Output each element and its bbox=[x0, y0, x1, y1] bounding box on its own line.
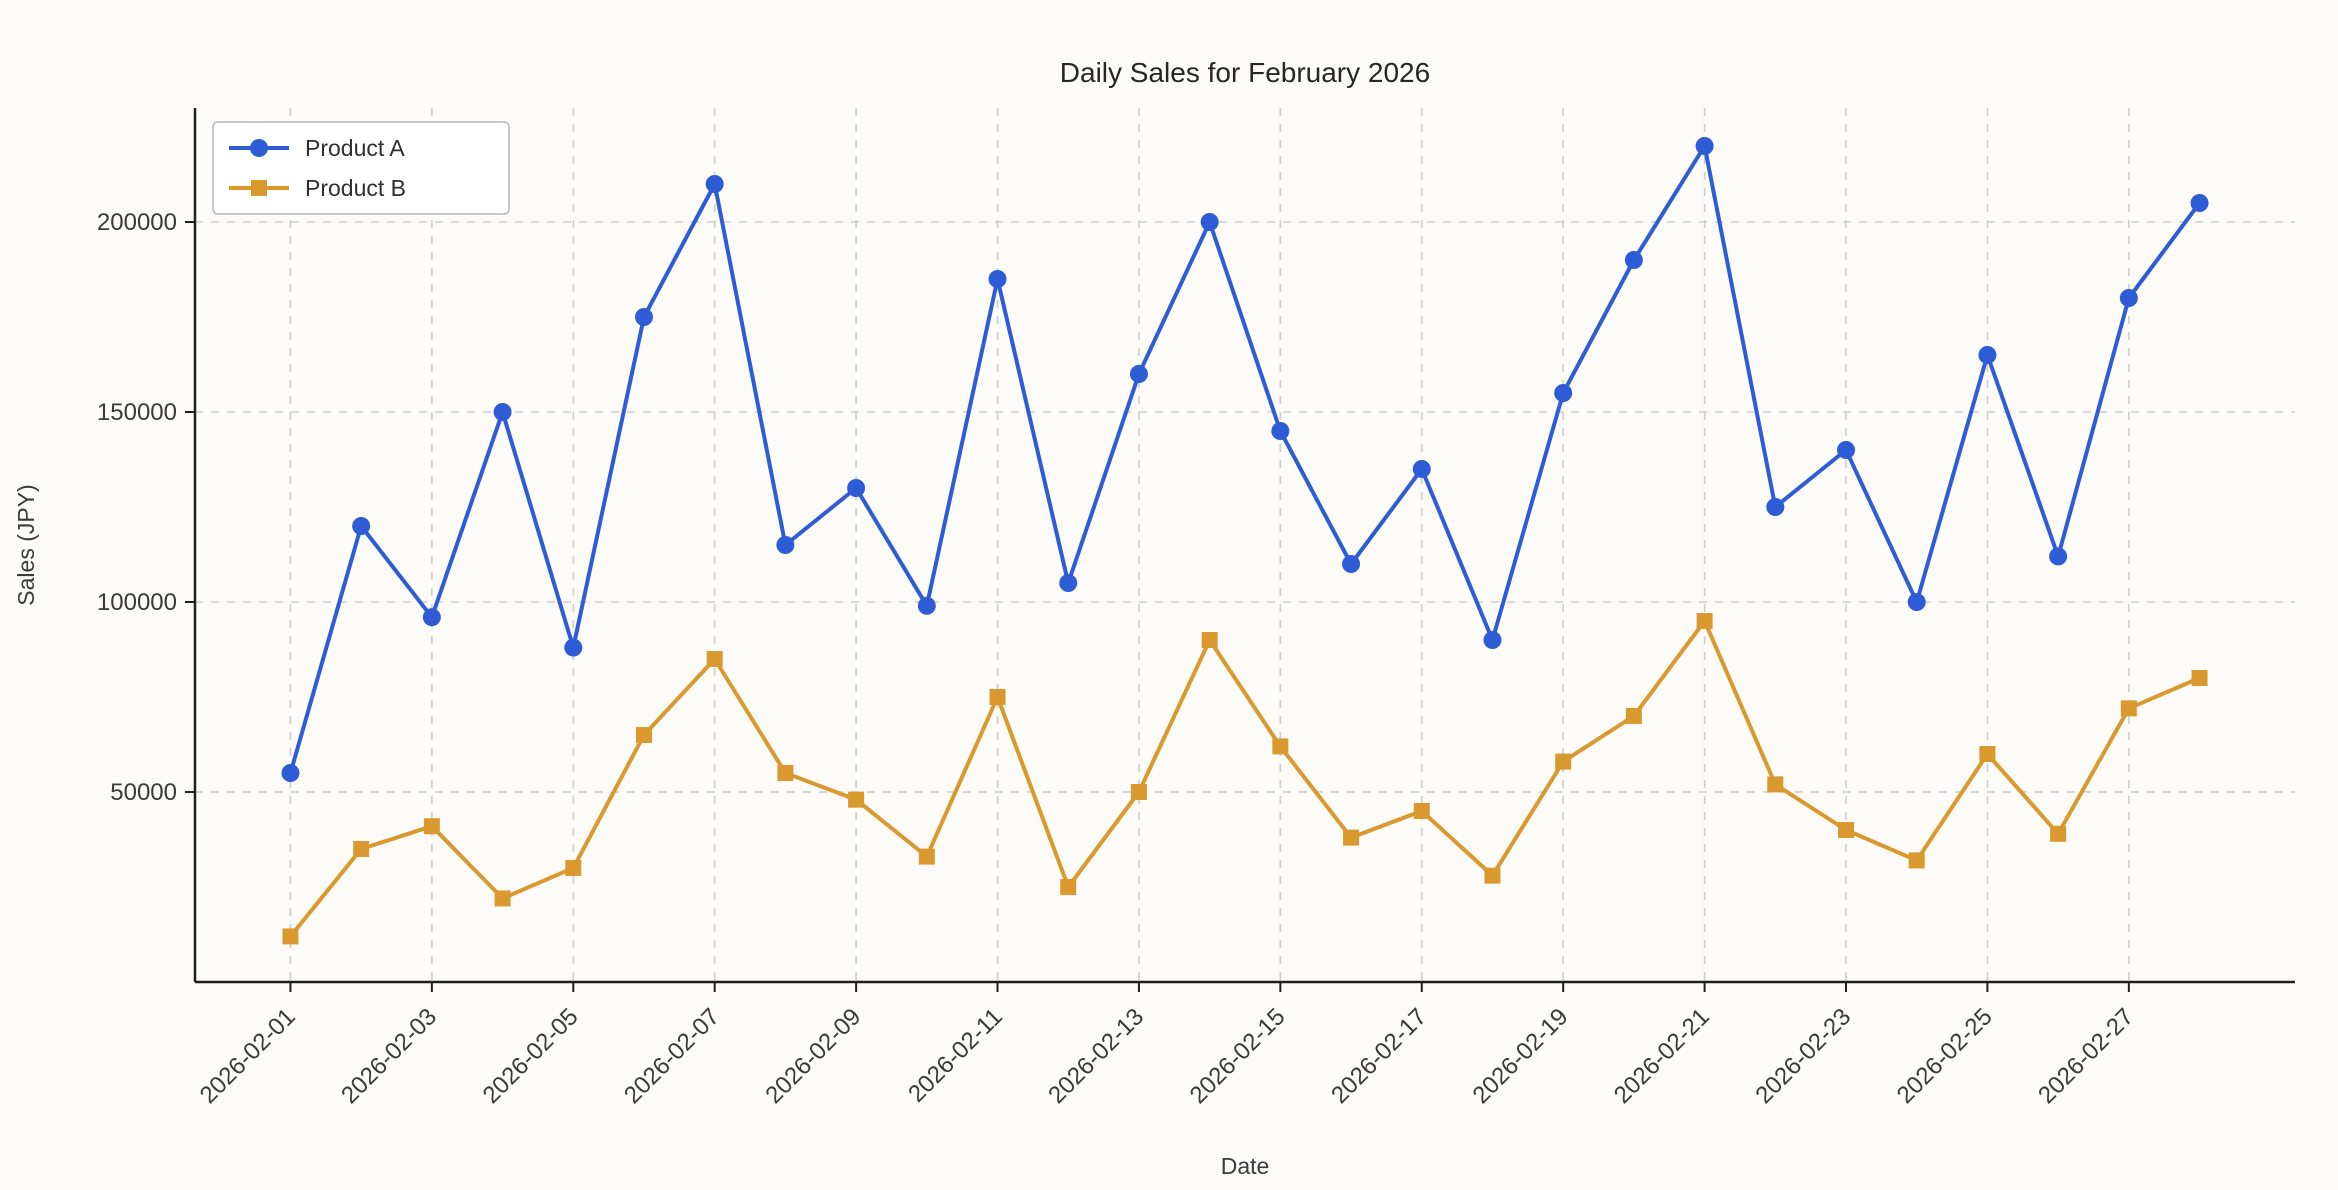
data-point-product-b bbox=[918, 848, 935, 865]
data-point-product-b bbox=[1060, 879, 1077, 895]
y-tick-label: 100000 bbox=[97, 589, 177, 616]
legend: Product A Product B bbox=[212, 121, 510, 215]
data-point-product-a bbox=[1342, 555, 1361, 573]
series-product-b bbox=[282, 613, 2208, 945]
data-point-product-b bbox=[848, 791, 865, 808]
data-point-product-b bbox=[1201, 632, 1218, 648]
x-tick-label: 2026-02-27 bbox=[2033, 1003, 2139, 1109]
data-point-product-b bbox=[494, 890, 511, 907]
data-point-product-b bbox=[1696, 613, 1713, 629]
gridlines bbox=[195, 108, 2295, 982]
y-tick-label: 200000 bbox=[97, 209, 177, 236]
data-point-product-a bbox=[1129, 365, 1148, 383]
data-point-product-a bbox=[1554, 384, 1573, 402]
legend-item-product-a: Product A bbox=[229, 135, 405, 161]
data-point-product-a bbox=[1412, 460, 1431, 478]
x-tick-label: 2026-02-23 bbox=[1750, 1003, 1856, 1109]
data-point-product-a bbox=[564, 638, 583, 657]
data-point-product-b bbox=[1767, 776, 1784, 793]
data-point-product-b bbox=[282, 928, 299, 945]
data-point-product-a bbox=[917, 596, 936, 615]
data-point-product-a bbox=[1059, 574, 1078, 592]
x-tick-label: 2026-02-07 bbox=[619, 1003, 725, 1109]
chart-title: Daily Sales for February 2026 bbox=[1060, 57, 1430, 88]
data-point-product-a bbox=[1837, 441, 1856, 459]
y-tick-label: 150000 bbox=[97, 399, 177, 426]
legend-marker-circle bbox=[250, 139, 268, 157]
data-point-product-b bbox=[1272, 738, 1289, 755]
data-point-product-b bbox=[1484, 867, 1501, 884]
data-point-product-b bbox=[2191, 670, 2208, 686]
x-tick-label: 2026-02-17 bbox=[1326, 1003, 1432, 1109]
x-tick-label: 2026-02-21 bbox=[1609, 1003, 1715, 1109]
data-point-product-a bbox=[1624, 251, 1643, 269]
x-tick-label: 2026-02-13 bbox=[1043, 1003, 1149, 1109]
data-point-product-b bbox=[1130, 784, 1147, 800]
x-axis-label: Date bbox=[1221, 1153, 1270, 1179]
x-tick-label: 2026-02-25 bbox=[1892, 1003, 1998, 1109]
data-point-product-b bbox=[706, 651, 723, 667]
data-point-product-a bbox=[1695, 137, 1714, 155]
x-tick-label: 2026-02-11 bbox=[903, 1003, 1008, 1108]
data-point-product-b bbox=[353, 841, 370, 857]
legend-label: Product B bbox=[305, 175, 406, 201]
legend-marker-square bbox=[251, 180, 267, 196]
data-point-product-a bbox=[634, 308, 653, 326]
legend-label: Product A bbox=[305, 135, 405, 161]
data-point-product-b bbox=[2050, 825, 2067, 842]
legend-box bbox=[212, 121, 510, 215]
data-point-product-a bbox=[705, 175, 724, 193]
data-point-product-b bbox=[1625, 708, 1642, 724]
data-point-product-b bbox=[565, 860, 582, 876]
data-point-product-a bbox=[1200, 213, 1219, 231]
series-line-product-b bbox=[288, 619, 2202, 939]
data-point-product-a bbox=[1978, 346, 1997, 364]
data-point-product-b bbox=[1413, 803, 1430, 819]
legend-item-product-b: Product B bbox=[229, 175, 406, 201]
x-tick-label: 2026-02-15 bbox=[1185, 1003, 1291, 1109]
data-point-product-a bbox=[1271, 422, 1290, 440]
data-point-product-b bbox=[1555, 753, 1572, 770]
data-point-product-a bbox=[281, 764, 300, 782]
data-point-product-b bbox=[635, 727, 652, 743]
data-point-product-a bbox=[2049, 547, 2068, 566]
data-point-product-b bbox=[2120, 700, 2137, 717]
x-tick-label: 2026-02-19 bbox=[1468, 1003, 1574, 1109]
series-line-product-a bbox=[288, 144, 2202, 775]
x-tick-label: 2026-02-03 bbox=[336, 1003, 442, 1109]
y-axis-label: Sales (JPY) bbox=[13, 484, 39, 605]
data-point-product-b bbox=[1343, 829, 1360, 846]
data-point-product-a bbox=[2190, 194, 2209, 212]
data-point-product-b bbox=[777, 765, 794, 781]
data-point-product-a bbox=[988, 270, 1007, 288]
y-tick-label: 50000 bbox=[110, 779, 177, 806]
data-point-product-a bbox=[493, 403, 512, 421]
data-point-product-b bbox=[989, 689, 1006, 705]
data-point-product-b bbox=[1979, 746, 1996, 762]
data-point-product-a bbox=[352, 517, 371, 535]
data-point-product-a bbox=[1766, 498, 1785, 516]
x-tick-label: 2026-02-09 bbox=[760, 1003, 866, 1109]
data-point-product-b bbox=[1908, 852, 1925, 869]
data-point-product-a bbox=[776, 536, 795, 554]
data-point-product-a bbox=[1907, 593, 1926, 611]
series-product-a bbox=[281, 137, 2209, 782]
data-point-product-a bbox=[1483, 631, 1502, 649]
data-point-product-b bbox=[423, 818, 440, 835]
data-point-product-a bbox=[2119, 289, 2138, 307]
data-point-product-a bbox=[422, 608, 441, 627]
x-tick-label: 2026-02-05 bbox=[478, 1003, 584, 1109]
data-point-product-b bbox=[1838, 822, 1855, 838]
x-tick-label: 2026-02-01 bbox=[195, 1003, 301, 1109]
data-point-product-a bbox=[847, 479, 866, 497]
